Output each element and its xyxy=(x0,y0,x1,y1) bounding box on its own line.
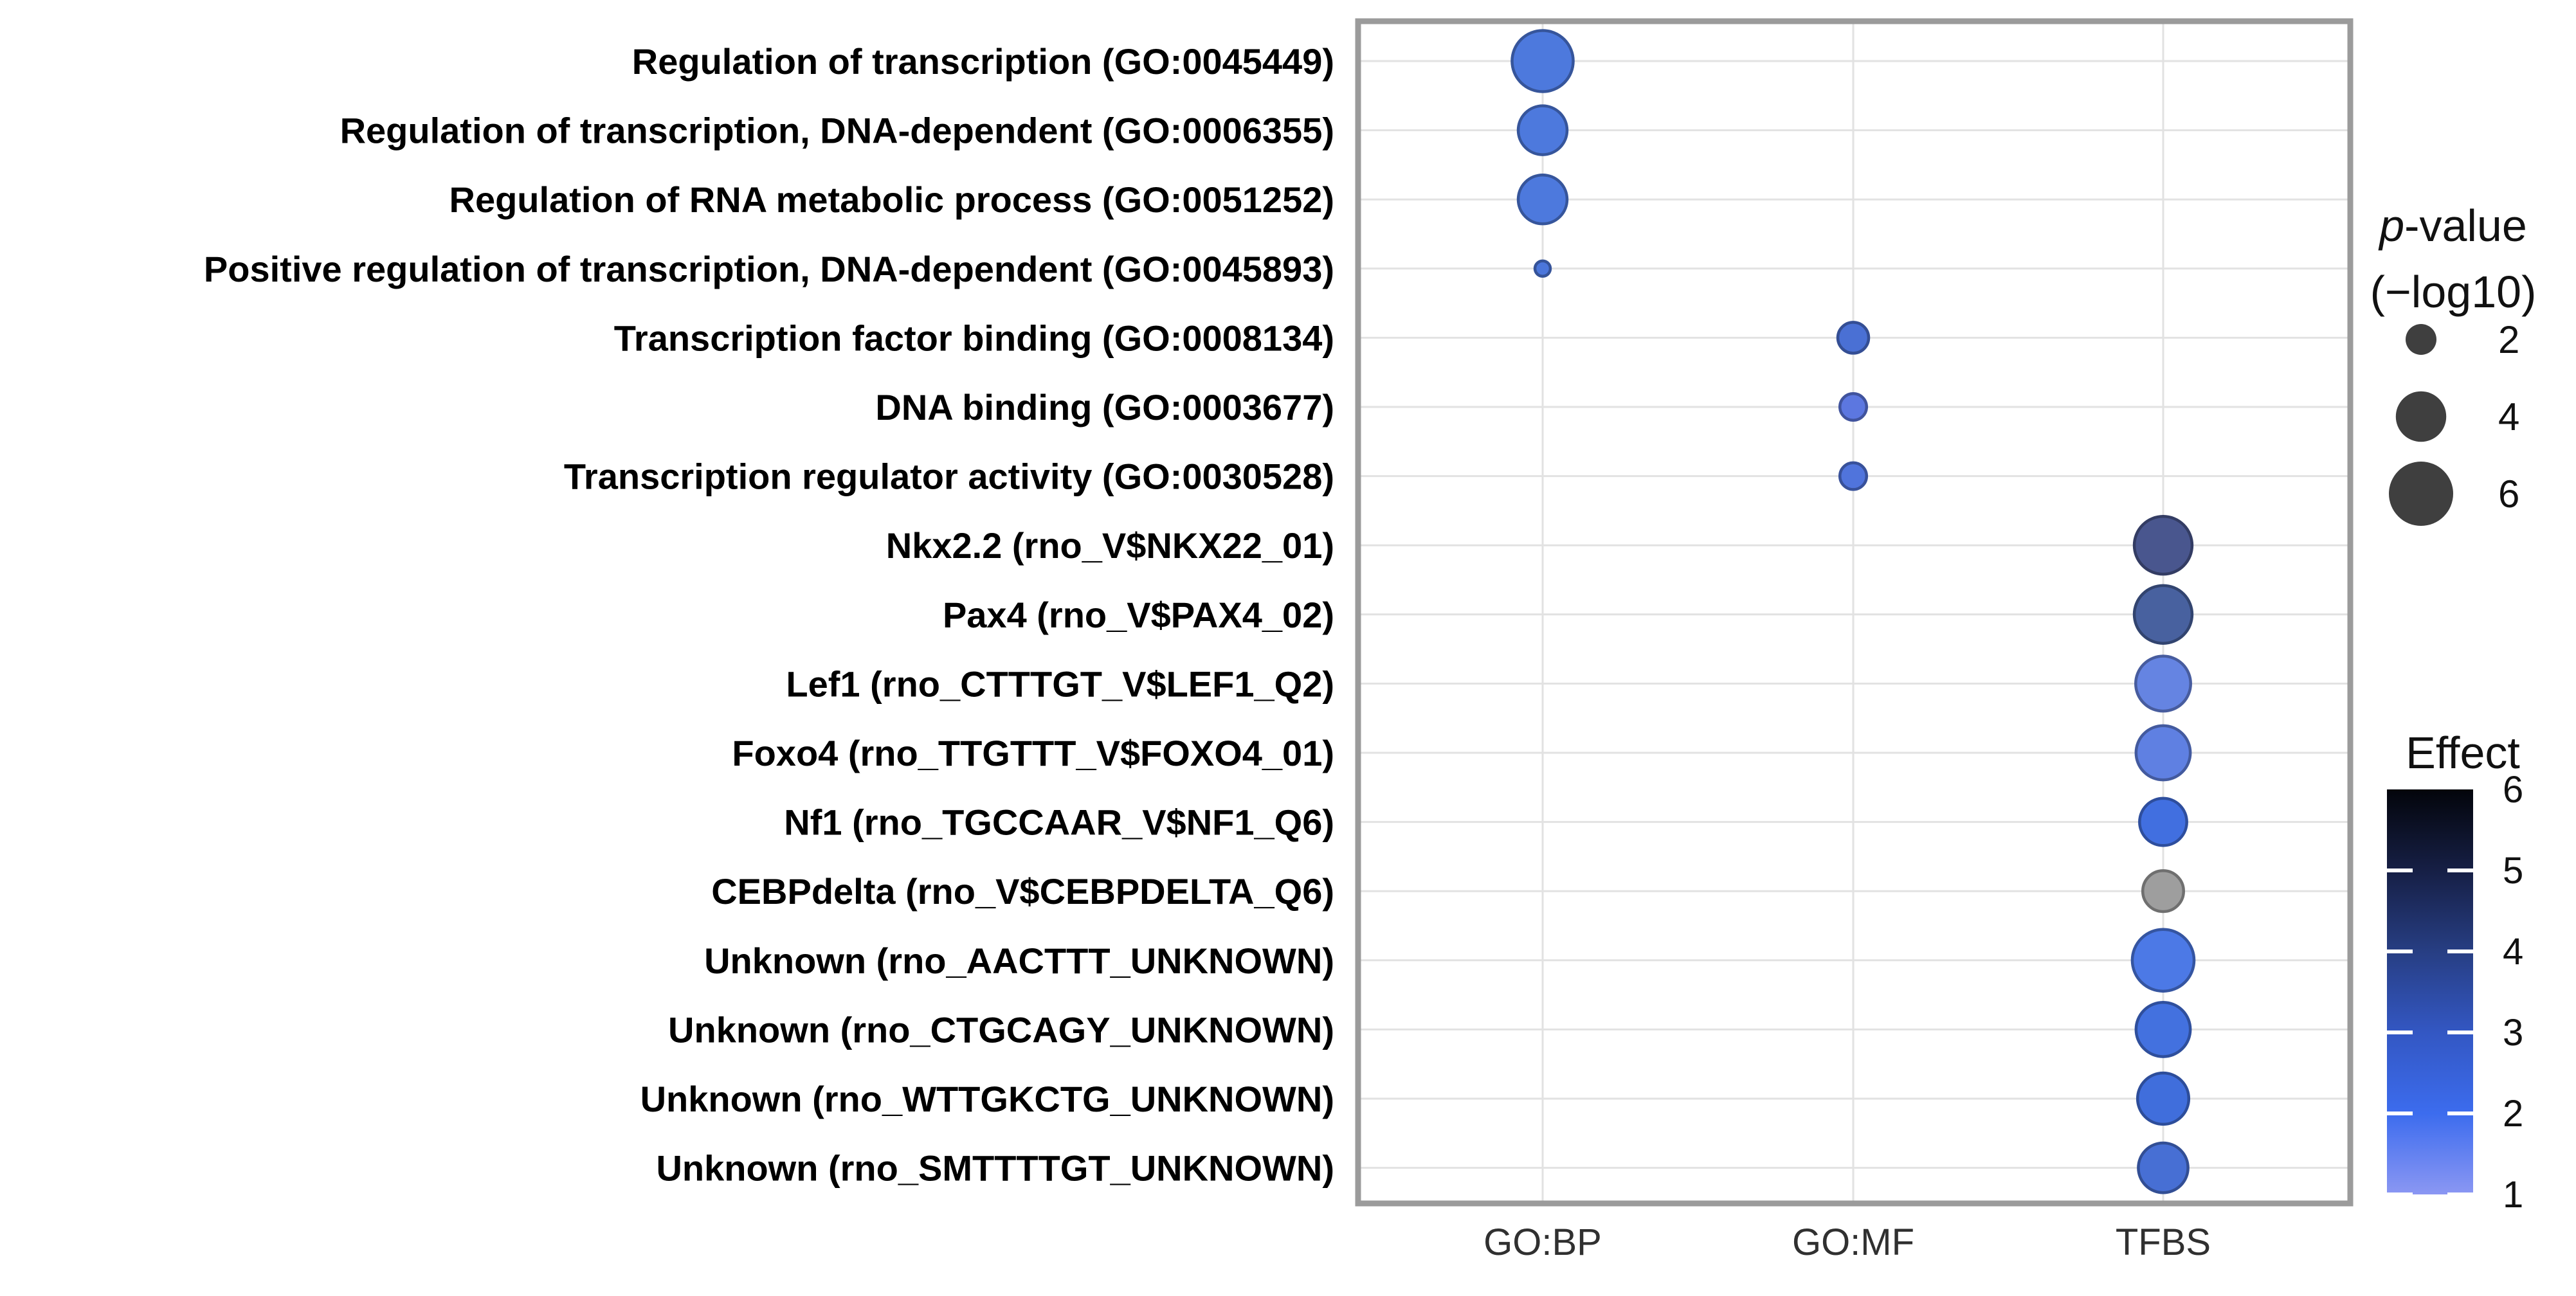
data-dot xyxy=(2134,654,2192,713)
colorbar-tick-left xyxy=(2387,1030,2413,1034)
data-dot xyxy=(2132,584,2194,645)
data-dot xyxy=(2134,724,2192,782)
y-axis-label: Transcription factor binding (GO:0008134… xyxy=(614,318,1334,358)
data-dot xyxy=(1838,461,1869,491)
data-dots xyxy=(1510,29,2196,1194)
x-axis-label: GO:MF xyxy=(1792,1221,1914,1263)
x-axis-label: GO:BP xyxy=(1483,1221,1602,1263)
effect-color-legend: Effect 6 5 4 3 2 1 xyxy=(2387,728,2523,1216)
y-axis-label: Transcription regulator activity (GO:003… xyxy=(564,456,1334,497)
y-axis-label: Unknown (rno_SMTTTTGT_UNKNOWN) xyxy=(656,1148,1334,1189)
effect-colorbar-ticks: 6 5 4 3 2 1 xyxy=(2387,769,2523,1216)
colorbar-tick-right xyxy=(2447,869,2473,872)
y-axis-label: DNA binding (GO:0003677) xyxy=(875,387,1334,428)
data-dot xyxy=(1516,104,1569,156)
effect-colorbar xyxy=(2387,789,2473,1194)
pvalue-size-legend: p-value (−log10) 2 4 6 xyxy=(2370,201,2537,526)
pvalue-legend-value: 2 xyxy=(2498,318,2519,361)
colorbar-tick-left xyxy=(2387,869,2413,872)
data-dot xyxy=(1516,173,1569,226)
y-axis-label: CEBPdelta (rno_V$CEBPDELTA_Q6) xyxy=(711,871,1334,912)
effect-legend-value: 3 xyxy=(2503,1012,2523,1054)
pvalue-legend-dot xyxy=(2389,462,2453,526)
effect-legend-value: 6 xyxy=(2503,769,2523,811)
pvalue-legend-dot xyxy=(2395,391,2447,442)
colorbar-tick-left xyxy=(2387,950,2413,953)
colorbar-tick-left xyxy=(2387,1112,2413,1115)
y-axis-labels: Regulation of transcription (GO:0045449)… xyxy=(204,41,1334,1189)
x-axis-labels: GO:BP GO:MF TFBS xyxy=(1483,1221,2211,1263)
colorbar-tick-right xyxy=(2447,1030,2473,1034)
y-axis-label: Unknown (rno_WTTGKCTG_UNKNOWN) xyxy=(640,1079,1334,1119)
y-axis-label: Regulation of RNA metabolic process (GO:… xyxy=(449,179,1334,220)
y-axis-label: Unknown (rno_CTGCAGY_UNKNOWN) xyxy=(668,1009,1334,1050)
data-dot xyxy=(2130,928,2196,993)
y-axis-label: Positive regulation of transcription, DN… xyxy=(204,249,1334,289)
colorbar-tick-left xyxy=(2387,1192,2413,1196)
pvalue-legend-dot xyxy=(2406,324,2436,355)
data-dot xyxy=(2136,1071,2191,1126)
pvalue-legend-value: 4 xyxy=(2498,395,2519,438)
effect-legend-value: 1 xyxy=(2503,1174,2523,1216)
y-axis-label: Foxo4 (rno_TTGTTT_V$FOXO4_01) xyxy=(732,733,1334,773)
data-dot xyxy=(2134,1000,2192,1058)
data-dot xyxy=(2138,797,2188,847)
y-axis-label: Nkx2.2 (rno_V$NKX22_01) xyxy=(886,525,1334,566)
colorbar-tick-right xyxy=(2447,950,2473,953)
pvalue-legend-title: p-value xyxy=(2378,201,2527,251)
data-dot xyxy=(1533,259,1552,278)
data-dot xyxy=(2132,515,2194,576)
effect-legend-value: 2 xyxy=(2503,1093,2523,1135)
data-dot xyxy=(1838,392,1869,422)
x-axis-label: TFBS xyxy=(2116,1221,2211,1263)
y-axis-label: Nf1 (rno_TGCCAAR_V$NF1_Q6) xyxy=(784,802,1334,843)
y-axis-label: Unknown (rno_AACTTT_UNKNOWN) xyxy=(704,941,1334,981)
grid-lines xyxy=(1358,21,2350,1203)
data-dot xyxy=(2141,869,2186,914)
y-axis-label: Pax4 (rno_V$PAX4_02) xyxy=(943,595,1334,635)
y-axis-label: Lef1 (rno_CTTTGT_V$LEF1_Q2) xyxy=(786,663,1334,704)
effect-legend-title: Effect xyxy=(2406,728,2520,778)
pvalue-legend-value: 6 xyxy=(2498,473,2519,516)
pvalue-legend-title-line2: (−log10) xyxy=(2370,267,2537,317)
colorbar-tick-right xyxy=(2447,1192,2473,1196)
effect-legend-value: 4 xyxy=(2503,931,2523,973)
data-dot xyxy=(2137,1141,2190,1194)
data-dot xyxy=(1510,29,1575,93)
y-axis-label: Regulation of transcription (GO:0045449) xyxy=(632,41,1334,82)
plot-panel-border xyxy=(1355,18,2354,1207)
y-axis-label: Regulation of transcription, DNA-depende… xyxy=(340,111,1334,151)
data-dot xyxy=(1836,321,1871,355)
colorbar-tick-right xyxy=(2447,1112,2473,1115)
pvalue-legend-entries: 2 4 6 xyxy=(2389,318,2519,526)
effect-legend-value: 5 xyxy=(2503,850,2523,892)
pvalue-legend-title-p: p xyxy=(2378,201,2404,251)
pvalue-legend-title-rest: -value xyxy=(2404,201,2527,251)
